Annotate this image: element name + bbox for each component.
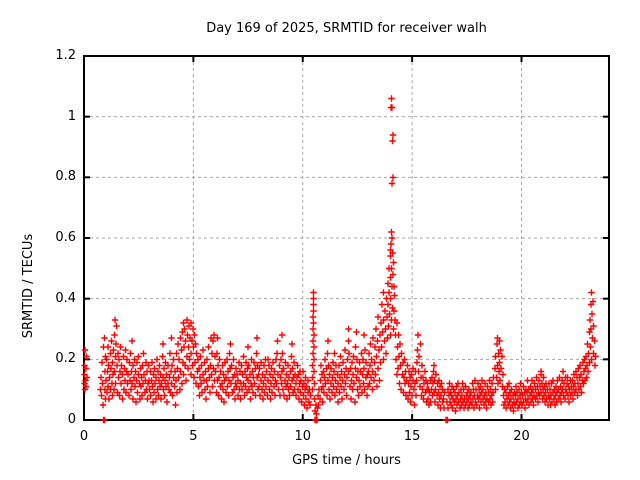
y-tick-label: 0 (67, 412, 76, 427)
x-tick-label: 15 (403, 429, 421, 444)
x-tick-label: 0 (79, 429, 89, 444)
x-axis-label: GPS time / hours (292, 453, 401, 468)
y-tick-label: 1 (67, 108, 76, 124)
y-tick-label: 1.2 (55, 48, 76, 63)
y-tick-label: 0.6 (55, 230, 76, 245)
x-tick-label: 20 (513, 429, 530, 444)
x-tick-label: 10 (294, 429, 312, 444)
y-tick-label: 0.8 (55, 169, 76, 185)
x-tick-label: 5 (189, 429, 198, 444)
chart-title: Day 169 of 2025, SRMTID for receiver wal… (206, 21, 487, 36)
y-tick-label: 0.2 (55, 351, 76, 367)
scatter-points-srmtid (81, 95, 599, 424)
y-tick-label: 0.4 (55, 290, 76, 306)
